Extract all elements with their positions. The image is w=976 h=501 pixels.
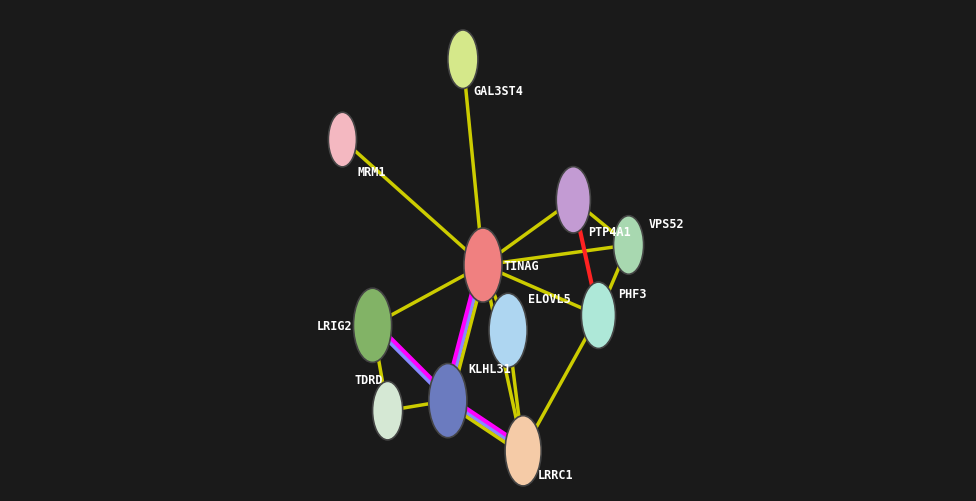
Ellipse shape bbox=[353, 289, 391, 363]
Ellipse shape bbox=[448, 31, 478, 89]
Ellipse shape bbox=[556, 167, 590, 233]
Text: TDRD: TDRD bbox=[354, 373, 383, 386]
Ellipse shape bbox=[373, 382, 403, 440]
Text: LRIG2: LRIG2 bbox=[317, 319, 352, 332]
Text: LRRC1: LRRC1 bbox=[538, 468, 574, 481]
Text: VPS52: VPS52 bbox=[649, 217, 684, 230]
Text: KLHL31: KLHL31 bbox=[468, 363, 510, 376]
Text: MRM1: MRM1 bbox=[357, 165, 386, 178]
Ellipse shape bbox=[614, 216, 643, 275]
Text: PTP4A1: PTP4A1 bbox=[589, 225, 631, 238]
Ellipse shape bbox=[428, 364, 467, 438]
Ellipse shape bbox=[582, 283, 616, 349]
Ellipse shape bbox=[328, 113, 356, 167]
Text: PHF3: PHF3 bbox=[619, 288, 647, 301]
Text: ELOVL5: ELOVL5 bbox=[528, 293, 571, 306]
Ellipse shape bbox=[505, 416, 542, 486]
Ellipse shape bbox=[464, 228, 502, 303]
Text: TINAG: TINAG bbox=[503, 259, 539, 272]
Text: GAL3ST4: GAL3ST4 bbox=[473, 85, 523, 98]
Ellipse shape bbox=[489, 294, 527, 368]
